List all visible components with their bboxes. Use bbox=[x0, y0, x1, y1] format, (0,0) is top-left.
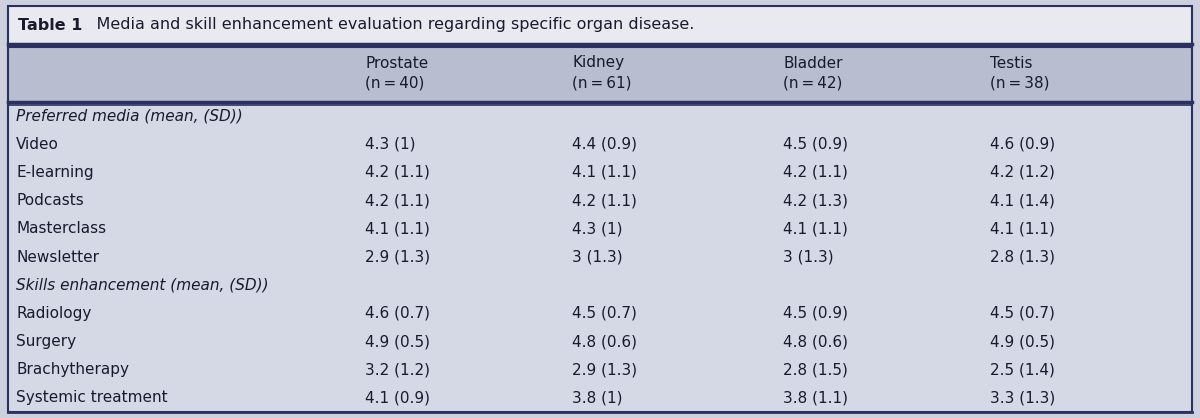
Text: E-learning: E-learning bbox=[16, 165, 94, 180]
Text: 4.2 (1.1): 4.2 (1.1) bbox=[365, 165, 430, 180]
Text: (n = 38): (n = 38) bbox=[990, 76, 1050, 91]
Text: 4.5 (0.9): 4.5 (0.9) bbox=[784, 306, 848, 321]
Text: (n = 40): (n = 40) bbox=[365, 76, 425, 91]
Text: 4.4 (0.9): 4.4 (0.9) bbox=[572, 137, 637, 152]
Text: 4.1 (1.1): 4.1 (1.1) bbox=[784, 221, 848, 236]
Bar bbox=[8, 384, 1192, 412]
Text: 4.2 (1.1): 4.2 (1.1) bbox=[784, 165, 848, 180]
Text: Skills enhancement (mean, (SD)): Skills enhancement (mean, (SD)) bbox=[16, 278, 269, 293]
Text: 2.8 (1.3): 2.8 (1.3) bbox=[990, 250, 1056, 265]
Bar bbox=[8, 102, 1192, 130]
Text: 4.8 (0.6): 4.8 (0.6) bbox=[572, 334, 637, 349]
Text: Surgery: Surgery bbox=[16, 334, 76, 349]
Text: Radiology: Radiology bbox=[16, 306, 91, 321]
Text: 2.5 (1.4): 2.5 (1.4) bbox=[990, 362, 1055, 377]
Text: 4.1 (1.1): 4.1 (1.1) bbox=[572, 165, 637, 180]
Text: (n = 42): (n = 42) bbox=[784, 76, 842, 91]
Text: 4.1 (1.4): 4.1 (1.4) bbox=[990, 193, 1055, 208]
Text: Preferred media (mean, (SD)): Preferred media (mean, (SD)) bbox=[16, 109, 242, 124]
Text: 4.6 (0.9): 4.6 (0.9) bbox=[990, 137, 1056, 152]
Text: Testis: Testis bbox=[990, 56, 1033, 71]
Bar bbox=[8, 327, 1192, 356]
Text: 3.8 (1.1): 3.8 (1.1) bbox=[784, 390, 848, 405]
Text: Podcasts: Podcasts bbox=[16, 193, 84, 208]
Text: 4.6 (0.7): 4.6 (0.7) bbox=[365, 306, 431, 321]
Text: 4.5 (0.7): 4.5 (0.7) bbox=[572, 306, 637, 321]
Text: 4.2 (1.1): 4.2 (1.1) bbox=[365, 193, 430, 208]
Bar bbox=[8, 186, 1192, 215]
Text: 4.2 (1.3): 4.2 (1.3) bbox=[784, 193, 848, 208]
Bar bbox=[8, 356, 1192, 384]
Text: Table 1: Table 1 bbox=[18, 18, 83, 33]
Text: 4.1 (1.1): 4.1 (1.1) bbox=[990, 221, 1055, 236]
Text: 4.9 (0.5): 4.9 (0.5) bbox=[990, 334, 1056, 349]
Bar bbox=[8, 243, 1192, 271]
Bar bbox=[8, 158, 1192, 186]
Bar bbox=[8, 271, 1192, 299]
Text: 4.1 (1.1): 4.1 (1.1) bbox=[365, 221, 430, 236]
Bar bbox=[8, 6, 1192, 44]
Bar bbox=[8, 299, 1192, 327]
Text: Brachytherapy: Brachytherapy bbox=[16, 362, 130, 377]
Text: 4.3 (1): 4.3 (1) bbox=[572, 221, 623, 236]
Text: 2.8 (1.5): 2.8 (1.5) bbox=[784, 362, 848, 377]
Text: 4.3 (1): 4.3 (1) bbox=[365, 137, 415, 152]
Text: 4.9 (0.5): 4.9 (0.5) bbox=[365, 334, 431, 349]
Text: Kidney: Kidney bbox=[572, 56, 625, 71]
Bar bbox=[8, 215, 1192, 243]
Text: 3.8 (1): 3.8 (1) bbox=[572, 390, 623, 405]
Text: 3.3 (1.3): 3.3 (1.3) bbox=[990, 390, 1056, 405]
Text: 2.9 (1.3): 2.9 (1.3) bbox=[365, 250, 431, 265]
Text: 3.2 (1.2): 3.2 (1.2) bbox=[365, 362, 431, 377]
Text: Systemic treatment: Systemic treatment bbox=[16, 390, 168, 405]
Text: Media and skill enhancement evaluation regarding specific organ disease.: Media and skill enhancement evaluation r… bbox=[76, 18, 695, 33]
Text: 2.9 (1.3): 2.9 (1.3) bbox=[572, 362, 637, 377]
Text: Bladder: Bladder bbox=[784, 56, 842, 71]
Text: (n = 61): (n = 61) bbox=[572, 76, 632, 91]
Text: 4.2 (1.1): 4.2 (1.1) bbox=[572, 193, 637, 208]
Text: Video: Video bbox=[16, 137, 59, 152]
Bar bbox=[8, 130, 1192, 158]
Text: Masterclass: Masterclass bbox=[16, 221, 106, 236]
Bar bbox=[8, 44, 1192, 102]
Text: 4.1 (0.9): 4.1 (0.9) bbox=[365, 390, 431, 405]
Text: 3 (1.3): 3 (1.3) bbox=[784, 250, 834, 265]
Text: 3 (1.3): 3 (1.3) bbox=[572, 250, 623, 265]
Text: 4.5 (0.9): 4.5 (0.9) bbox=[784, 137, 848, 152]
Text: 4.5 (0.7): 4.5 (0.7) bbox=[990, 306, 1055, 321]
Text: Newsletter: Newsletter bbox=[16, 250, 98, 265]
Text: 4.8 (0.6): 4.8 (0.6) bbox=[784, 334, 848, 349]
Text: 4.2 (1.2): 4.2 (1.2) bbox=[990, 165, 1055, 180]
Text: Prostate: Prostate bbox=[365, 56, 428, 71]
